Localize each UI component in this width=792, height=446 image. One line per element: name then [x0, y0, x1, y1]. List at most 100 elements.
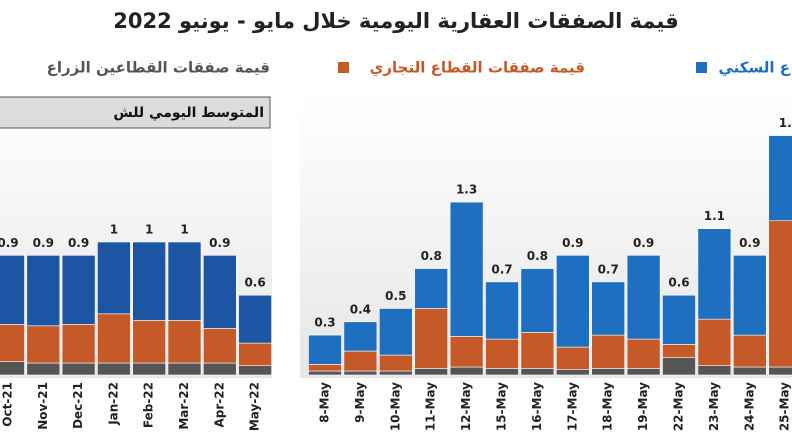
- bar-segment: [732, 255, 767, 336]
- value-label: 1.1: [704, 209, 725, 223]
- bar-segment: [449, 201, 484, 337]
- bar-segment: [61, 255, 96, 325]
- x-tick-label: Apr-22: [212, 382, 226, 427]
- bar-segment: [662, 294, 696, 345]
- bar-segment: [203, 255, 237, 329]
- bar-segment: [414, 368, 449, 376]
- value-label: 0.7: [491, 262, 512, 276]
- bar-segment: [662, 344, 696, 359]
- bar-segment: [97, 362, 131, 376]
- bar-segment: [768, 366, 792, 376]
- value-label: 1: [110, 223, 118, 237]
- x-tick-label: 11-May: [424, 382, 438, 431]
- value-label: 1: [180, 223, 188, 237]
- value-label: 0.8: [527, 249, 548, 263]
- bar-segment: [768, 135, 792, 222]
- bar-segment: [343, 370, 378, 376]
- legend-swatch: [338, 62, 349, 73]
- bar-segment: [26, 325, 61, 364]
- x-tick-label: 16-May: [530, 382, 544, 431]
- bar-segment: [167, 320, 202, 364]
- x-tick-label: 22-May: [672, 382, 686, 431]
- bar-segment: [662, 357, 696, 376]
- value-label: 0.4: [350, 302, 371, 316]
- x-tick-label: 15-May: [495, 382, 509, 431]
- bar-segment: [308, 370, 342, 376]
- value-label: 1: [145, 223, 153, 237]
- bar-segment: [697, 228, 732, 320]
- value-label: 0.9: [209, 236, 230, 250]
- value-label: 0.9: [633, 236, 654, 250]
- x-tick-label: 25-May: [778, 382, 792, 431]
- x-tick-label: 23-May: [707, 382, 721, 431]
- value-label: 0.6: [668, 276, 689, 290]
- bar-segment: [485, 368, 519, 376]
- x-tick-label: Feb-22: [142, 382, 156, 428]
- x-tick-label: 18-May: [601, 382, 615, 431]
- bar-segment: [768, 220, 792, 368]
- legend-label: قيمة صفقات القطاع التجاري: [370, 59, 585, 78]
- value-label: 1.3: [456, 183, 477, 197]
- bar-segment: [697, 365, 732, 376]
- bar-segment: [203, 328, 237, 364]
- bar-segment: [378, 370, 413, 376]
- bar-segment: [132, 320, 166, 364]
- bar-segment: [449, 366, 484, 376]
- x-tick-label: 17-May: [565, 382, 579, 431]
- x-tick-label: 10-May: [388, 382, 402, 431]
- annotation: المتوسط اليومي للش: [113, 105, 264, 121]
- bar-segment: [203, 362, 237, 376]
- bar-segment: [26, 255, 61, 327]
- bar-segment: [449, 336, 484, 368]
- bar-segment: [238, 294, 272, 344]
- x-tick-label: Mar-22: [177, 382, 191, 430]
- bar-segment: [308, 364, 342, 372]
- bar-segment: [238, 365, 272, 376]
- x-tick-label: 12-May: [459, 382, 473, 431]
- bar-segment: [343, 321, 378, 352]
- bar-segment: [485, 281, 519, 340]
- x-tick-label: May-22: [248, 382, 262, 431]
- bar-segment: [520, 368, 555, 376]
- value-label: 0.9: [562, 236, 583, 250]
- value-label: 0.9: [739, 236, 760, 250]
- bar-segment: [555, 255, 590, 348]
- x-tick-label: 9-May: [353, 382, 367, 423]
- bar-segment: [378, 308, 413, 356]
- bar-segment: [26, 362, 61, 376]
- bar-segment: [555, 346, 590, 370]
- bar-segment: [132, 241, 166, 321]
- bar-segment: [0, 255, 25, 325]
- chart-title: قيمة الصفقات العقارية اليومية خلال مايو …: [113, 9, 678, 33]
- bar-segment: [0, 361, 25, 376]
- bar-segment: [520, 268, 555, 333]
- bar-segment: [485, 338, 519, 369]
- bar-segment: [61, 324, 96, 364]
- bar-segment: [732, 334, 767, 368]
- x-tick-label: Jan-22: [106, 382, 120, 426]
- bar-segment: [697, 318, 732, 366]
- legend-label: ع السكني: [718, 59, 790, 77]
- bar-segment: [591, 334, 626, 369]
- bar-segment: [626, 255, 661, 340]
- bar-segment: [626, 368, 661, 376]
- x-tick-label: Oct-21: [1, 382, 15, 427]
- value-label: 0.7: [598, 262, 619, 276]
- bar-segment: [61, 362, 96, 376]
- x-tick-label: 24-May: [742, 382, 756, 431]
- bar-segment: [732, 366, 767, 376]
- bar-segment: [343, 350, 378, 372]
- value-label: 0.8: [421, 249, 442, 263]
- bar-segment: [414, 308, 449, 369]
- annotation-box: [0, 96, 271, 129]
- value-label: 0.6: [244, 276, 265, 290]
- legend-swatch: [696, 62, 707, 73]
- bar-segment: [97, 241, 131, 315]
- value-label: 0.3: [314, 316, 335, 330]
- x-tick-label: 8-May: [318, 382, 332, 423]
- bar-segment: [591, 281, 626, 336]
- bar-segment: [555, 369, 590, 376]
- x-tick-label: Nov-21: [36, 382, 50, 430]
- bar-segment: [378, 354, 413, 372]
- value-label: 0.9: [0, 236, 19, 250]
